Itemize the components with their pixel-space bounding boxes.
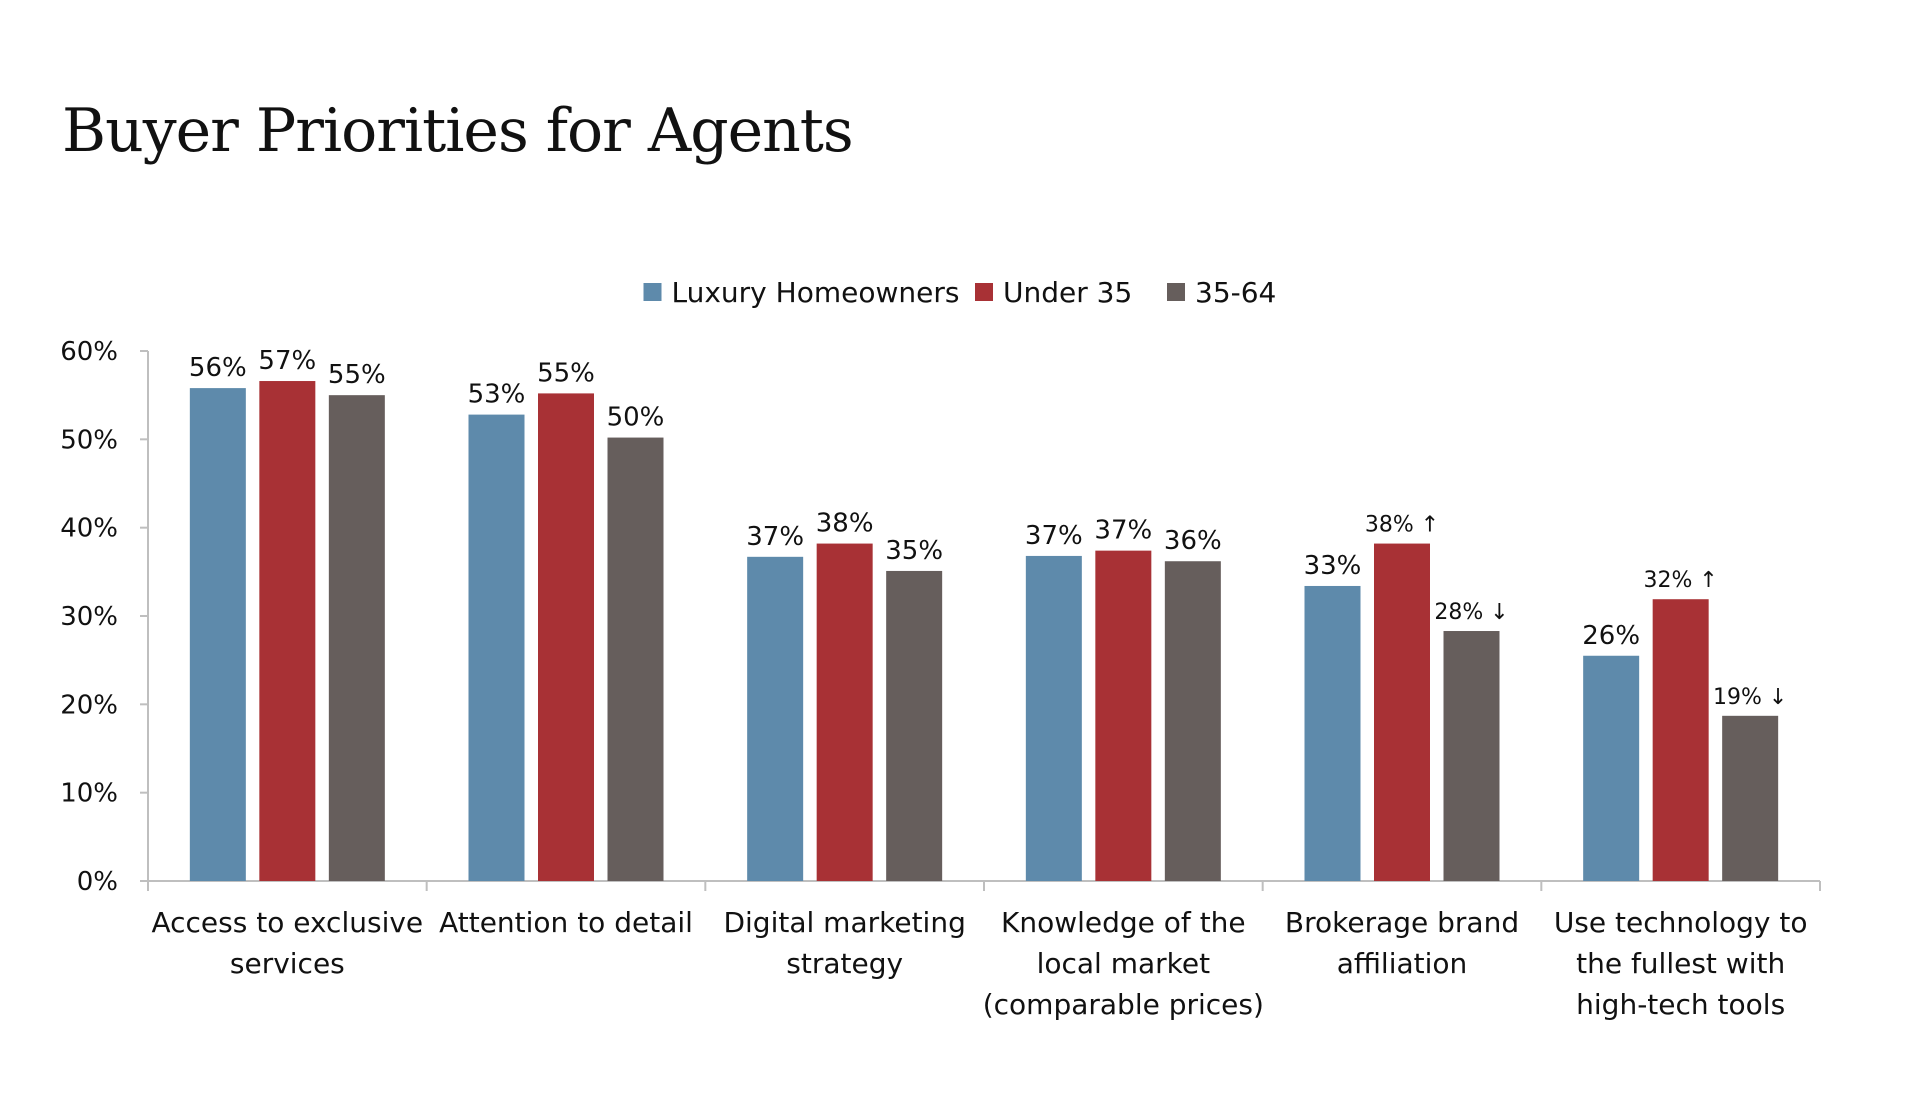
y-tick-label: 50% bbox=[60, 425, 118, 455]
category-labels: Access to exclusive services Attention to … bbox=[151, 906, 1807, 1021]
bar bbox=[259, 381, 316, 881]
category-label: affiliation bbox=[1337, 947, 1468, 980]
legend-swatch bbox=[975, 283, 993, 301]
y-tick-label: 20% bbox=[60, 690, 118, 720]
y-tick-label: 30% bbox=[60, 602, 118, 632]
legend-swatch bbox=[643, 283, 662, 301]
bar-value-label: 32% ↑ bbox=[1644, 568, 1718, 593]
bar-value-label: 37% bbox=[1094, 516, 1152, 546]
bar bbox=[886, 570, 943, 881]
legend-label: Luxury Homeowners bbox=[672, 276, 960, 309]
bar-value-label: 19% ↓ bbox=[1713, 685, 1787, 710]
bar bbox=[1374, 543, 1430, 881]
category-label: Use technology to bbox=[1554, 906, 1808, 939]
bars bbox=[189, 381, 1779, 881]
y-tick-label: 0% bbox=[77, 867, 118, 897]
bar bbox=[189, 388, 246, 881]
category-label: Knowledge of the bbox=[1001, 906, 1246, 939]
bar-value-label: 35% bbox=[885, 536, 943, 566]
category-label: high-tech tools bbox=[1576, 988, 1785, 1021]
bar-value-label: 26% bbox=[1582, 621, 1640, 651]
bar bbox=[1095, 550, 1152, 881]
bar-value-label: 38% bbox=[816, 509, 874, 539]
bar-value-label: 50% bbox=[607, 403, 665, 433]
legend: Luxury Homeowners Under 35 35-64 bbox=[643, 276, 1276, 309]
y-tick-label: 10% bbox=[60, 779, 118, 809]
category-label: services bbox=[230, 947, 345, 980]
bar-value-label: 38% ↑ bbox=[1365, 513, 1439, 538]
bar-value-label: 53% bbox=[468, 380, 526, 410]
bar bbox=[816, 543, 873, 881]
bar-value-label: 37% bbox=[1025, 521, 1083, 551]
bar bbox=[328, 395, 385, 881]
category-label: local market bbox=[1037, 947, 1211, 980]
legend-swatch bbox=[1167, 283, 1185, 301]
bar-value-label: 55% bbox=[328, 360, 386, 390]
bar-value-label: 28% ↓ bbox=[1434, 600, 1508, 625]
data-labels: 56% 57% 55%53%55%50%37% 38%35%37% 37% 36%33%3… bbox=[189, 346, 1787, 710]
y-tick-label: 60% bbox=[60, 337, 118, 367]
bar bbox=[607, 437, 664, 881]
category-label: Digital marketing bbox=[723, 906, 965, 939]
bar-value-label: 36% bbox=[1164, 526, 1222, 556]
bar-value-label: 33% bbox=[1304, 551, 1362, 581]
bar bbox=[538, 393, 594, 881]
bar bbox=[1722, 715, 1779, 881]
chart-axes: 0% 10% 20% 30% 40% 50% 60% bbox=[60, 337, 1821, 897]
bar-value-label: 55% bbox=[537, 358, 595, 388]
bar bbox=[1025, 555, 1082, 881]
category-label: Brokerage brand bbox=[1285, 906, 1519, 939]
bar-value-label: 56% bbox=[189, 353, 247, 383]
bar bbox=[1652, 599, 1709, 881]
bar bbox=[1304, 585, 1361, 881]
bar-value-label: 57% bbox=[258, 346, 316, 376]
category-label: the fullest with bbox=[1576, 947, 1785, 980]
bar bbox=[468, 414, 525, 881]
legend-label: 35-64 bbox=[1195, 276, 1276, 309]
legend-label: Under 35 bbox=[1003, 276, 1132, 309]
category-label: Attention to detail bbox=[439, 906, 693, 939]
bar bbox=[1164, 561, 1221, 881]
chart-title: Buyer Priorities for Agents bbox=[62, 96, 854, 166]
bar bbox=[1583, 655, 1640, 881]
category-label: (comparable prices) bbox=[983, 988, 1264, 1021]
bar bbox=[1443, 631, 1500, 881]
bar-value-label: 37% bbox=[746, 522, 804, 552]
bar bbox=[747, 556, 804, 881]
category-label: strategy bbox=[786, 947, 903, 980]
category-label: Access to exclusive bbox=[151, 906, 423, 939]
y-tick-label: 40% bbox=[60, 514, 118, 544]
